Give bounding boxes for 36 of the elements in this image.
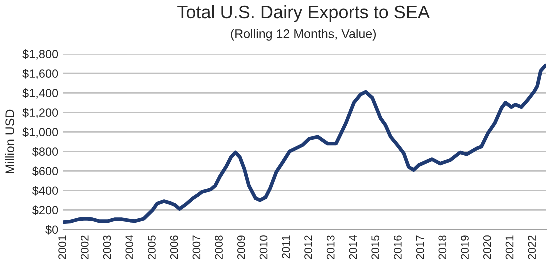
chart-subtitle: (Rolling 12 Months, Value)	[231, 29, 376, 41]
x-tick-label: 2015	[372, 236, 380, 260]
x-tick-label: 2003	[103, 236, 112, 260]
x-tick-label: 2018	[438, 236, 447, 260]
y-tick-label: $400	[32, 186, 58, 196]
y-tick-label: $1,600	[22, 69, 58, 80]
line-series	[63, 64, 546, 224]
y-tick-label: $1,800	[22, 50, 58, 60]
x-tick-label: 2005	[148, 236, 156, 260]
x-tick-label: 2017	[416, 236, 424, 260]
y-tick-label: $600	[32, 166, 58, 176]
y-axis-title: Million USD	[5, 110, 14, 174]
x-tick-label: 2016	[394, 236, 402, 260]
chart-title: Total U.S. Dairy Exports to SEA	[178, 5, 430, 22]
x-tick-label: 2001	[58, 236, 66, 260]
x-tick-label: 2014	[349, 236, 358, 260]
x-tick-label: 2009	[237, 236, 246, 260]
y-tick-label: $800	[32, 147, 58, 157]
y-tick-label: $1,400	[22, 88, 58, 99]
x-tick-label: 2020	[483, 236, 492, 260]
x-tick-label: 2010	[260, 236, 268, 260]
x-tick-label: 2012	[304, 236, 312, 260]
x-tick-label: 2002	[80, 236, 89, 260]
x-tick-label: 2004	[126, 236, 134, 260]
y-tick-label: $1,200	[22, 108, 58, 118]
x-tick-label: 2006	[170, 236, 178, 260]
x-tick-label: 2022	[528, 236, 536, 260]
x-tick-label: 2021	[506, 236, 514, 260]
x-tick-label: 2007	[192, 236, 201, 260]
y-tick-label: $200	[32, 206, 58, 216]
x-tick-label: 2013	[326, 236, 335, 260]
y-tick-label: $0	[46, 225, 58, 235]
x-tick-label: 2011	[282, 236, 290, 259]
x-tick-label: 2008	[215, 236, 223, 260]
x-tick-label: 2019	[461, 236, 469, 260]
y-tick-label: $1,000	[22, 128, 58, 138]
